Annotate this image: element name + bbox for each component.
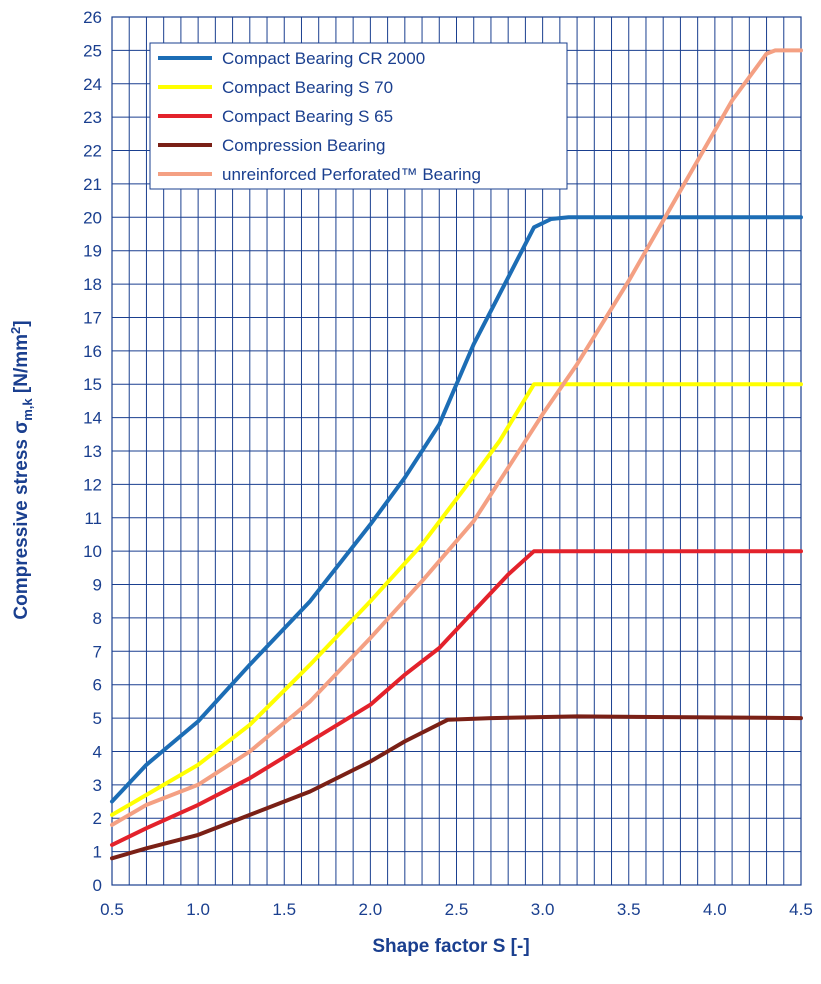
y-tick-label: 9 (93, 576, 102, 595)
y-axis-title-main: Compressive stress σ (11, 421, 32, 620)
x-tick-label: 1.0 (186, 900, 210, 919)
y-tick-label: 19 (83, 242, 102, 261)
legend-label: Compression Bearing (222, 136, 385, 155)
y-tick-label: 12 (83, 475, 102, 494)
y-tick-label: 5 (93, 709, 102, 728)
x-tick-label: 0.5 (100, 900, 124, 919)
y-tick-label: 3 (93, 776, 102, 795)
y-tick-labels: 0123456789101112131415161718192021222324… (83, 8, 102, 895)
legend-label: Compact Bearing S 70 (222, 78, 393, 97)
series-line-3 (110, 549, 803, 847)
y-tick-label: 22 (83, 142, 102, 161)
y-axis-title-unit-sup: 2 (8, 327, 23, 334)
legend-label: unreinforced Perforated™ Bearing (222, 165, 481, 184)
x-tick-labels: 0.5 1.0 1.5 2.0 2.5 3.0 3.5 4.0 4.5 (100, 900, 813, 919)
plot-frame (111, 16, 802, 886)
series-line-5 (110, 48, 803, 827)
y-tick-label: 16 (83, 342, 102, 361)
y-tick-label: 0 (93, 876, 102, 895)
y-axis-title-sub: m,k (20, 398, 35, 421)
x-tick-label: 3.5 (617, 900, 641, 919)
y-tick-label: 13 (83, 442, 102, 461)
legend-box (149, 42, 568, 190)
y-axis-title: Compressive stress σm,k [N/mm2] (8, 320, 35, 619)
y-tick-label: 23 (83, 108, 102, 127)
y-tick-label: 25 (83, 41, 102, 60)
x-tick-label: 4.0 (703, 900, 727, 919)
y-tick-label: 15 (83, 375, 102, 394)
y-tick-label: 18 (83, 275, 102, 294)
x-tick-label: 4.5 (789, 900, 813, 919)
y-tick-label: 8 (93, 609, 102, 628)
x-tick-label: 3.0 (531, 900, 555, 919)
y-tick-label: 2 (93, 809, 102, 828)
x-tick-label: 2.0 (359, 900, 383, 919)
y-tick-label: 4 (93, 742, 102, 761)
y-axis-title-unit-close: ] (11, 320, 32, 326)
x-tick-label: 1.5 (272, 900, 296, 919)
legend: Compact Bearing CR 2000 Compact Bearing S… (149, 42, 568, 190)
y-tick-label: 20 (83, 208, 102, 227)
series-line-2 (110, 382, 803, 817)
y-tick-label: 7 (93, 642, 102, 661)
y-tick-label: 11 (84, 509, 102, 528)
y-tick-label: 24 (83, 75, 102, 94)
series-line-4 (110, 714, 803, 861)
y-tick-label: 26 (83, 8, 102, 27)
y-tick-label: 17 (83, 308, 102, 327)
series-group (110, 48, 803, 861)
legend-label: Compact Bearing CR 2000 (222, 49, 425, 68)
y-tick-label: 14 (83, 409, 102, 428)
x-tick-label: 2.5 (445, 900, 469, 919)
x-axis-title: Shape factor S [-] (372, 936, 529, 957)
y-tick-label: 1 (93, 843, 102, 862)
y-tick-label: 6 (93, 676, 102, 695)
y-axis-title-unit: [N/mm (11, 334, 32, 398)
legend-label: Compact Bearing S 65 (222, 107, 393, 126)
y-tick-label: 21 (83, 175, 102, 194)
y-tick-label: 10 (83, 542, 102, 561)
series-line-1 (110, 215, 803, 804)
